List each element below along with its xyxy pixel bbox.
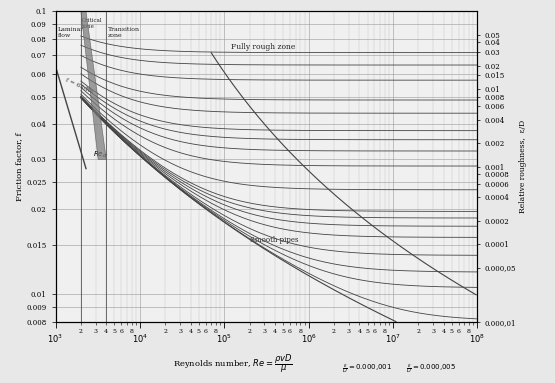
Text: Reynolds number, $Re = \dfrac{\rho v D}{\mu}$: Reynolds number, $Re = \dfrac{\rho v D}{… [173, 353, 292, 375]
Text: $\frac{\varepsilon}{D} = 0.000{,}005$: $\frac{\varepsilon}{D} = 0.000{,}005$ [406, 362, 456, 375]
Text: Transition
zone: Transition zone [108, 27, 140, 38]
Text: Fully rough zone: Fully rough zone [231, 43, 295, 51]
Y-axis label: Friction factor, f: Friction factor, f [16, 132, 23, 201]
Text: f = 64/Re: f = 64/Re [65, 77, 94, 94]
Text: Smooth pipes: Smooth pipes [250, 236, 298, 244]
Y-axis label: Relative roughness,  ε/D: Relative roughness, ε/D [519, 120, 527, 213]
Polygon shape [81, 11, 107, 159]
Text: Critical
zone: Critical zone [82, 18, 103, 29]
Text: Laminar
flow: Laminar flow [57, 27, 83, 38]
Text: $Re_{cr}$: $Re_{cr}$ [93, 150, 109, 160]
Text: $\frac{\varepsilon}{D} = 0.000{,}001$: $\frac{\varepsilon}{D} = 0.000{,}001$ [342, 362, 392, 375]
